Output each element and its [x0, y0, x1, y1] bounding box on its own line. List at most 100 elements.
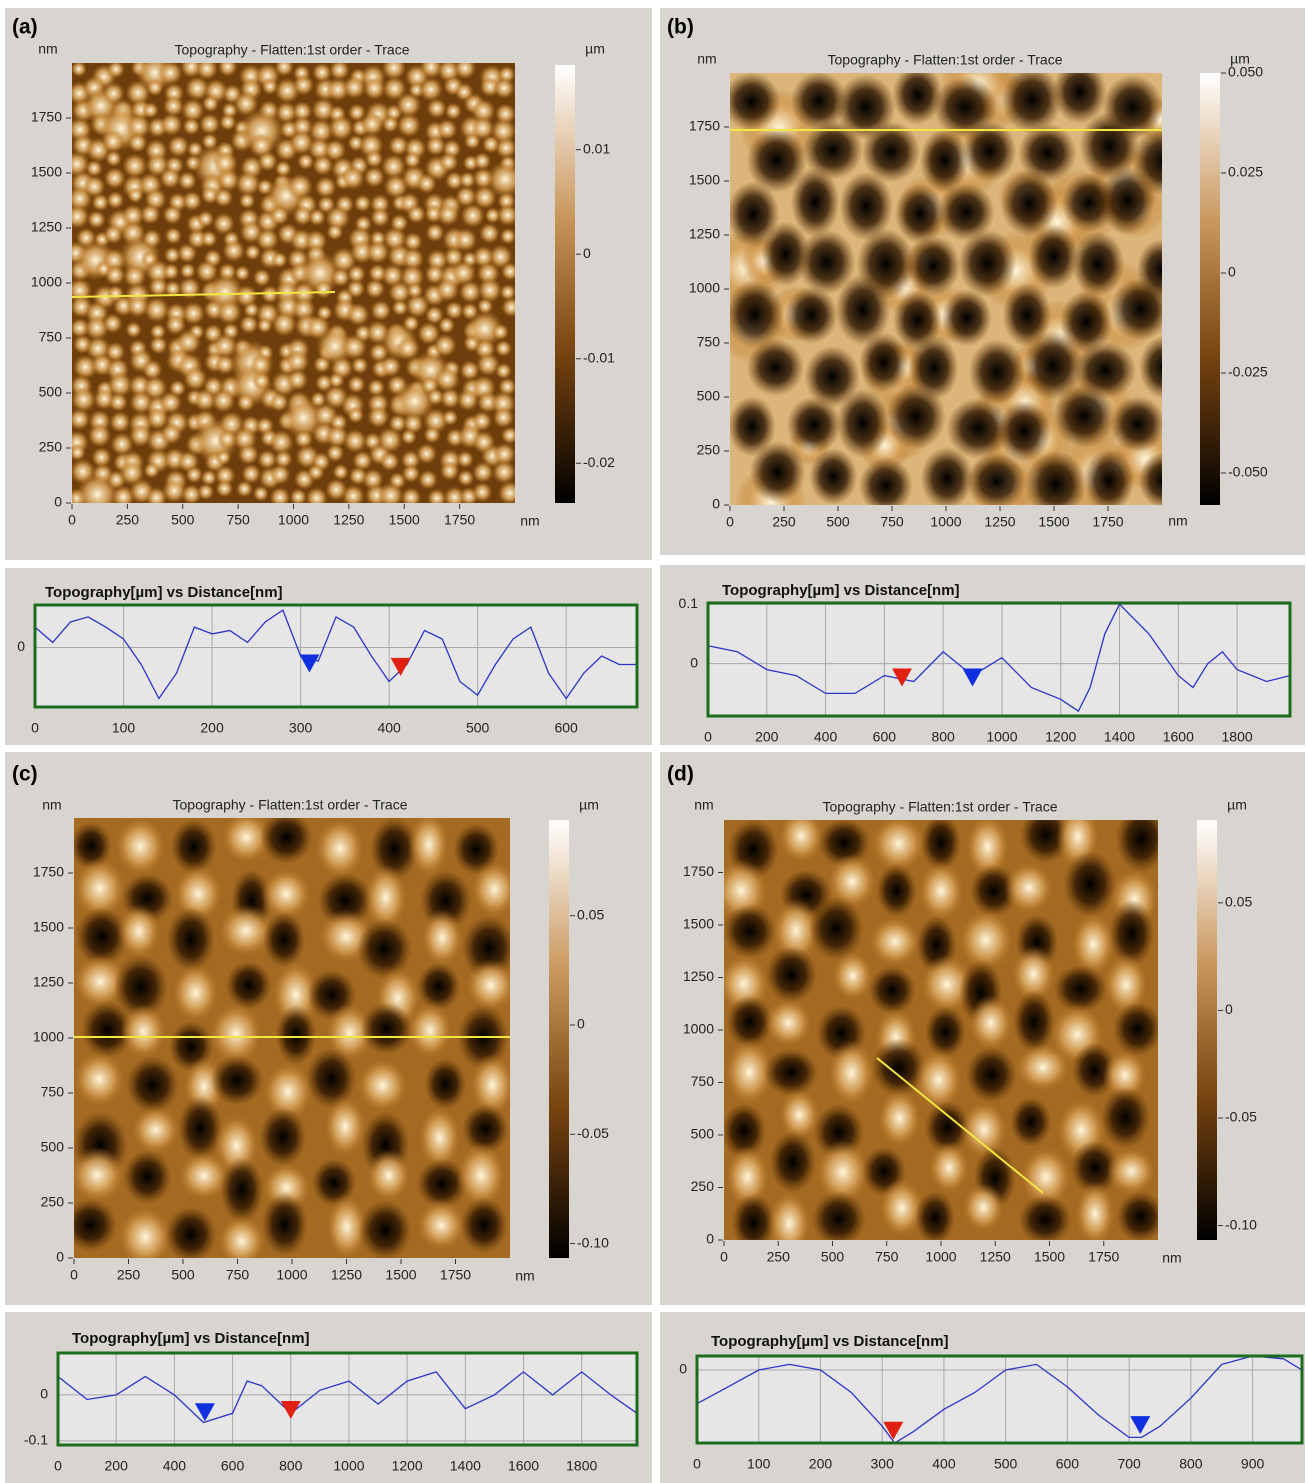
bump	[869, 917, 921, 967]
colorbar-tick-label: -0.025	[1228, 364, 1268, 380]
hole	[1084, 449, 1134, 513]
grain	[176, 329, 202, 355]
grain	[346, 279, 365, 298]
colorbar	[555, 65, 575, 503]
panel-label: (a)	[12, 16, 38, 39]
hole	[906, 235, 960, 295]
afm-image	[714, 804, 1168, 1256]
x-tick-label: 500	[171, 1267, 195, 1283]
y-tick-label: 0	[40, 1386, 48, 1402]
colorbar-tick-label: -0.10	[1225, 1216, 1257, 1232]
x-tick-label: 250	[116, 512, 140, 528]
bump	[871, 815, 926, 872]
grain	[146, 79, 163, 96]
y-unit: nm	[38, 41, 57, 57]
grain	[163, 263, 180, 280]
profile-title: Topography[µm] vs Distance[nm]	[45, 584, 283, 601]
y-tick-label: 750	[41, 1084, 65, 1100]
grain	[270, 464, 291, 485]
x-tick-label: 1250	[331, 1267, 362, 1283]
grain	[333, 464, 349, 480]
bump	[918, 861, 964, 921]
plot-area	[35, 605, 637, 707]
x-tick-label: 800	[1179, 1456, 1203, 1472]
colorbar	[1200, 73, 1220, 505]
grain	[236, 480, 253, 497]
y-tick-label: 500	[39, 384, 63, 400]
image-title: Topography - Flatten:1st order - Trace	[828, 52, 1063, 68]
grain	[495, 363, 512, 380]
pit	[263, 912, 305, 968]
x-tick-label: 600	[1056, 1456, 1080, 1472]
bump	[421, 909, 463, 967]
x-tick-label: 500	[821, 1249, 845, 1265]
y-tick-label: 0	[17, 638, 25, 654]
pit	[723, 904, 776, 959]
afm-image	[64, 811, 518, 1268]
hole	[967, 453, 1026, 510]
pit	[915, 1191, 955, 1246]
grain	[478, 278, 503, 303]
grain	[271, 252, 288, 269]
x-tick-label: 800	[279, 1458, 303, 1474]
y-tick-label: 0	[679, 1361, 687, 1377]
x-tick-label: 500	[171, 512, 195, 528]
pit	[226, 961, 272, 1010]
grain	[436, 203, 459, 226]
grain	[293, 74, 314, 95]
x-tick-label: 1600	[508, 1458, 539, 1474]
grain	[370, 207, 390, 227]
x-tick-label: 900	[1241, 1456, 1265, 1472]
x-tick-label: 400	[163, 1458, 187, 1474]
y-tick-label: 1250	[33, 974, 64, 990]
grain	[182, 117, 200, 135]
bump	[1075, 1182, 1115, 1246]
grain	[101, 130, 124, 153]
image-title: Topography - Flatten:1st order - Trace	[175, 42, 410, 58]
x-tick-label: 1750	[444, 512, 475, 528]
colorbar-tick-label: -0.02	[583, 454, 615, 470]
x-tick-label: 750	[226, 1267, 250, 1283]
x-tick-label: 1200	[392, 1458, 423, 1474]
grain	[360, 112, 384, 136]
bump	[261, 868, 311, 919]
y-tick-label: 0	[54, 494, 62, 510]
x-tick-label: 1000	[278, 512, 309, 528]
x-tick-label: 1400	[1104, 729, 1135, 745]
grain	[367, 406, 389, 428]
panel-label: (c)	[12, 763, 38, 786]
grain	[328, 115, 354, 141]
grain	[236, 393, 255, 412]
grain	[197, 483, 214, 500]
x-tick-label: 0	[726, 514, 734, 530]
grain	[239, 192, 256, 209]
hole	[787, 396, 841, 453]
grain	[216, 480, 234, 498]
grain	[202, 95, 219, 112]
colorbar	[549, 820, 569, 1258]
y-tick-label: 1750	[33, 864, 64, 880]
grain	[492, 323, 509, 340]
x-tick-label: 250	[767, 1249, 791, 1265]
x-tick-label: 100	[112, 720, 136, 736]
y-unit: nm	[697, 51, 716, 67]
grain	[178, 277, 201, 300]
x-tick-label: 0	[720, 1249, 728, 1265]
pit	[812, 1191, 866, 1247]
x-tick-label: 200	[755, 729, 779, 745]
pit	[1010, 1097, 1052, 1147]
x-tick-label: 200	[105, 1458, 129, 1474]
pit	[766, 946, 817, 1004]
hole	[942, 289, 992, 346]
grain	[201, 469, 218, 486]
x-tick-label: 250	[117, 1267, 141, 1283]
grain	[105, 150, 122, 167]
grain	[167, 135, 189, 157]
pit	[165, 1206, 216, 1263]
grain	[185, 466, 203, 484]
bump	[466, 959, 516, 1011]
grain	[287, 369, 309, 391]
grain	[86, 160, 103, 177]
x-tick-label: 1200	[1045, 729, 1076, 745]
figure: (a) Topography - Flatten:1st order - Trac…	[0, 0, 1306, 1483]
